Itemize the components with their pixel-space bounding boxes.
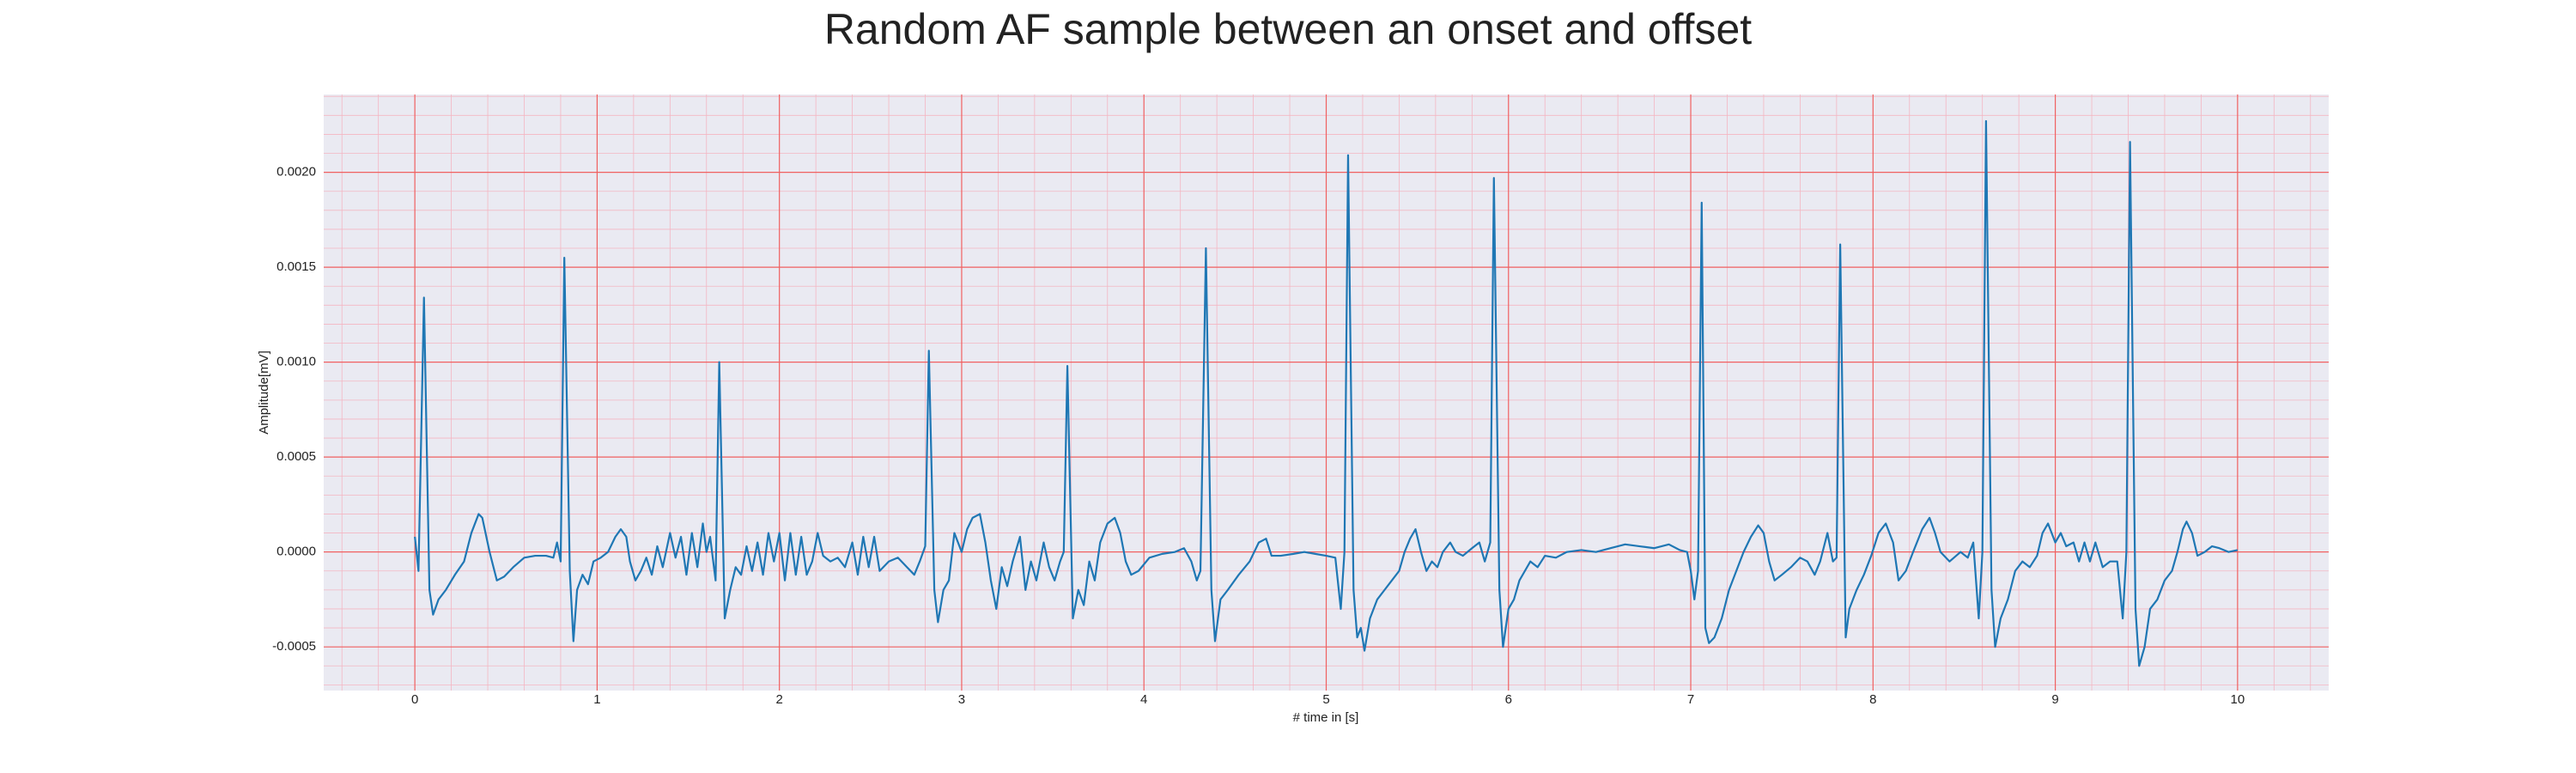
x-tick-label: 9 [2051, 692, 2058, 707]
x-tick-label: 2 [776, 692, 783, 707]
y-tick-label: 0.0005 [276, 449, 316, 464]
x-tick-label: 5 [1322, 692, 1329, 707]
x-tick-label: 1 [593, 692, 600, 707]
x-tick-label: 6 [1505, 692, 1512, 707]
x-tick-label: 3 [958, 692, 965, 707]
y-tick-label: -0.0005 [272, 639, 316, 654]
y-tick-label: 0.0010 [276, 355, 316, 369]
signal-line [414, 119, 2239, 667]
x-tick-label: 4 [1140, 692, 1147, 707]
y-tick-label: 0.0000 [276, 545, 316, 559]
chart-title: Random AF sample between an onset and of… [824, 5, 1752, 53]
y-tick-label: 0.0015 [276, 259, 316, 274]
x-tick-label: 0 [411, 692, 418, 707]
grid [324, 94, 2329, 691]
x-tick-label: 8 [1869, 692, 1876, 707]
marks [414, 119, 2239, 667]
y-tick-label: 0.0020 [276, 165, 316, 180]
x-tick-label: 7 [1687, 692, 1694, 707]
x-tick-label: 10 [2231, 692, 2245, 707]
x-axis-label: # time in [s] [1293, 710, 1359, 725]
y-axis-label: Amplitude[mV] [257, 350, 271, 435]
